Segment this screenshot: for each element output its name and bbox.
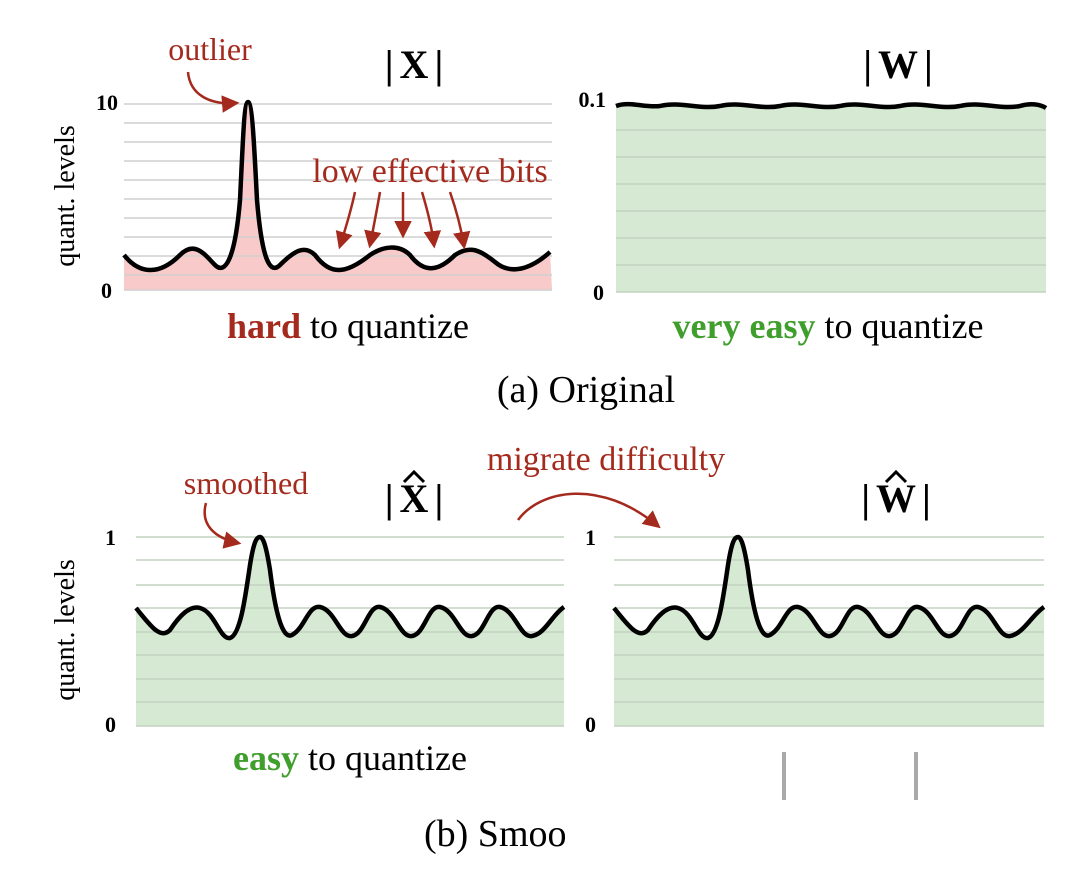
w-smooth-ytick-bottom: 0	[585, 712, 596, 737]
w-orig-caption: very easy to quantize	[673, 306, 984, 346]
low-bits-arrow-4	[420, 191, 442, 249]
section-a-label: (a) Original	[497, 369, 675, 411]
low-bits-arrow-5	[448, 191, 471, 250]
x-orig-ytick-bottom: 0	[101, 278, 112, 303]
outlier-arrow	[186, 71, 240, 113]
w-smooth-ytick-top: 1	[585, 525, 596, 550]
low-bits-arrow-1	[335, 191, 357, 250]
obscuring-overlay	[566, 736, 1076, 876]
low-bits-arrow-2	[364, 191, 382, 249]
x-smooth-title: | X |	[385, 476, 444, 521]
w-orig-ytick-bottom: 0	[593, 280, 604, 305]
x-smooth-ytick-top: 1	[105, 525, 116, 550]
x-smooth-curve	[134, 534, 566, 641]
panel-w-smoothed: 1 0 | W |	[585, 469, 1046, 737]
x-smooth-caption: easy to quantize	[233, 738, 467, 778]
w-smooth-hat	[884, 469, 908, 484]
w-orig-ytick-top: 0.1	[579, 87, 607, 112]
w-smooth-title: | W |	[861, 476, 931, 521]
panel-x-smoothed: 1 0 quant. levels | X | smoothed easy to q…	[50, 465, 566, 778]
w-smooth-grid	[614, 536, 1044, 727]
x-smooth-ytick-bottom: 0	[105, 712, 116, 737]
section-b-label: (b) Smoo	[424, 813, 567, 855]
smoothed-label: smoothed	[184, 465, 308, 501]
x-orig-curve	[122, 99, 552, 273]
x-orig-grid	[124, 103, 552, 291]
low-bits-arrows	[335, 191, 471, 250]
panel-w-original: 0.1 0 | W | very easy to quantize	[579, 42, 1048, 346]
panel-x-original: 10 0 quant. levels | X | outlier low effec…	[50, 31, 552, 346]
low-bits-label: low effective bits	[312, 153, 547, 190]
smoothed-arrow	[203, 502, 242, 549]
w-orig-grid	[616, 129, 1046, 293]
x-orig-title: | X |	[385, 42, 444, 87]
outlier-label: outlier	[168, 31, 252, 67]
x-orig-ylabel: quant. levels	[50, 125, 81, 267]
x-orig-caption: hard to quantize	[227, 306, 469, 346]
x-orig-ytick-top: 10	[96, 90, 118, 115]
x-smooth-ylabel: quant. levels	[50, 559, 81, 701]
migrate-label: migrate difficulty	[487, 441, 725, 478]
x-orig-fill	[124, 102, 552, 290]
w-orig-curve	[615, 101, 1048, 110]
w-orig-title: | W |	[863, 42, 933, 87]
x-smooth-grid	[136, 536, 564, 727]
w-orig-fill	[616, 104, 1046, 292]
migrate-arrow	[516, 492, 661, 529]
w-smooth-curve	[612, 534, 1046, 641]
x-smooth-hat	[402, 469, 426, 484]
